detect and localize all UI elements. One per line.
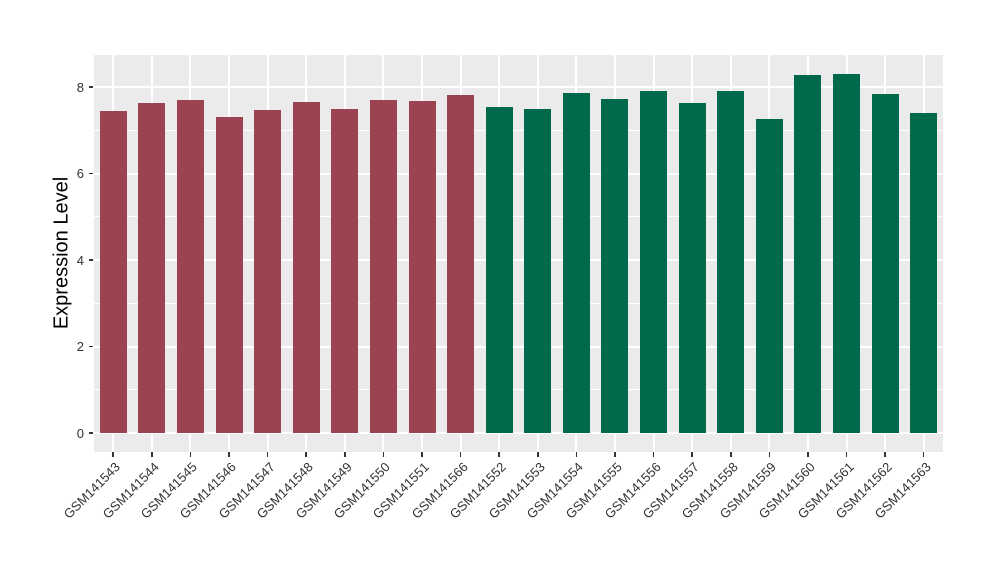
x-tick-mark-GSM141557 [691,452,693,457]
bar-GSM141560 [794,75,822,433]
bar-GSM141554 [562,93,590,433]
x-tick-mark-GSM141550 [382,452,385,457]
y-tick-mark-6 [89,172,93,175]
bar-GSM141548 [292,102,320,433]
gridline-major-y-0 [94,432,943,434]
bar-GSM141552 [485,106,513,433]
bar-GSM141549 [331,108,359,433]
plot-panel [94,55,943,452]
bar-GSM141562 [871,94,899,433]
bar-GSM141546 [215,117,243,433]
bar-GSM141557 [678,103,706,433]
x-tick-mark-GSM141551 [421,452,423,457]
bar-GSM141558 [717,91,745,433]
y-tick-label-6: 6 [76,166,84,181]
gridline-major-y-6 [94,172,943,175]
y-axis-title-text: Expression Level [50,176,73,330]
gridline-major-y-8 [94,86,943,88]
bar-GSM141553 [524,109,552,433]
x-tick-mark-GSM141561 [845,452,848,457]
gridline-minor-y-1 [94,389,943,391]
y-tick-label-8: 8 [76,79,84,95]
x-tick-mark-GSM141559 [768,452,771,457]
bar-GSM141559 [755,119,783,433]
x-tick-mark-GSM141553 [536,452,539,457]
bar-GSM141543 [99,110,127,433]
y-tick-mark-2 [89,345,93,348]
y-tick-label-2: 2 [76,339,84,354]
bar-GSM141550 [369,99,397,433]
gridline-minor-y-7 [94,129,943,131]
bar-GSM141563 [910,112,938,433]
x-tick-mark-GSM141555 [614,452,616,457]
x-tick-mark-GSM141562 [884,452,886,457]
bar-GSM141544 [138,103,166,433]
x-tick-mark-GSM141566 [459,452,462,457]
x-tick-mark-GSM141563 [922,452,925,457]
bar-GSM141545 [176,99,204,433]
y-tick-mark-0 [89,432,93,434]
bar-GSM141556 [640,91,668,433]
x-tick-mark-GSM141546 [228,452,230,457]
x-tick-mark-GSM141552 [498,452,500,457]
x-axis: GSM141543 GSM141544 GSM141545 GSM141546 GSM1… [61,452,943,580]
x-tick-mark-GSM141554 [575,452,578,457]
bar-GSM141551 [408,101,436,433]
x-tick-mark-GSM141548 [305,452,308,457]
y-axis: 0 2 4 6 8 [0,55,94,452]
bar-GSM141547 [254,109,282,433]
gridline-minor-y-5 [94,216,943,218]
bar-GSM141561 [833,74,861,433]
x-tick-mark-GSM141543 [112,452,115,457]
x-tick-mark-GSM141558 [729,452,732,457]
y-tick-mark-4 [89,259,93,261]
y-tick-label-4: 4 [76,252,84,268]
x-tick-mark-GSM141556 [652,452,655,457]
y-tick-label-0: 0 [76,425,84,441]
gridline-major-y-2 [94,345,943,348]
gridline-minor-y-3 [94,302,943,304]
x-tick-mark-GSM141549 [344,452,346,457]
x-tick-mark-GSM141560 [807,452,809,457]
bar-GSM141555 [601,99,629,433]
y-tick-mark-8 [89,86,93,88]
x-tick-mark-GSM141547 [266,452,269,457]
bar-GSM141566 [447,94,475,433]
gridline-major-y-4 [94,259,943,261]
x-tick-mark-GSM141544 [151,452,153,457]
x-tick-mark-GSM141545 [189,452,192,457]
